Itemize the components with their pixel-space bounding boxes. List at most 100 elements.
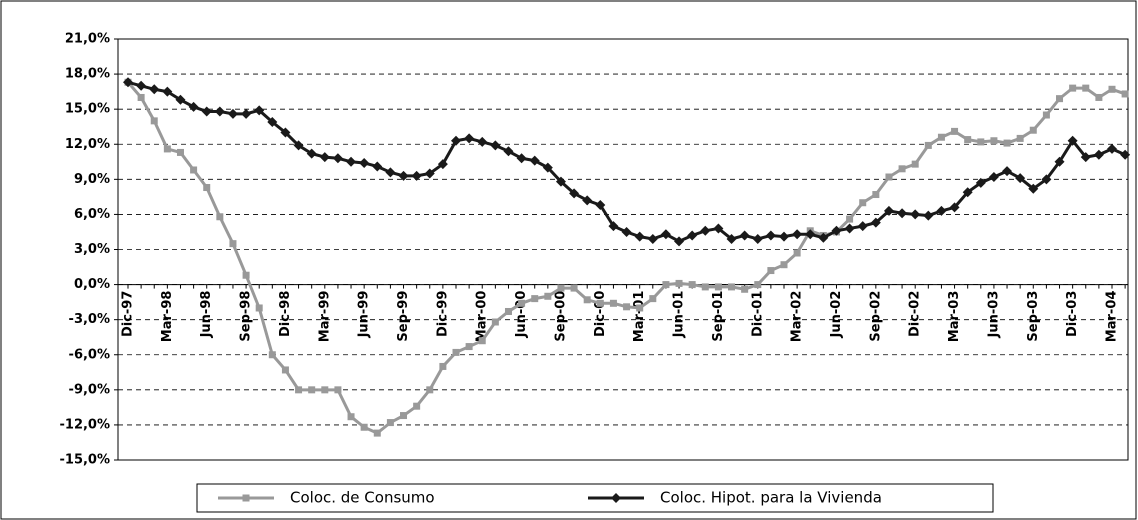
marker [792, 229, 803, 240]
marker [465, 343, 473, 351]
marker [857, 221, 868, 232]
marker [924, 141, 932, 149]
marker [859, 199, 867, 207]
x-tick-label: Jun-98 [199, 291, 214, 339]
marker [491, 318, 499, 326]
marker [634, 231, 645, 242]
marker [739, 230, 750, 241]
marker [988, 171, 999, 182]
x-tick-label: Dic-03 [1065, 291, 1080, 337]
x-tick-label: Mar-00 [475, 291, 490, 343]
marker [846, 215, 854, 223]
x-tick-label: Mar-02 [790, 291, 805, 343]
x-tick-label: Sep-99 [396, 291, 411, 342]
marker [582, 195, 593, 206]
marker [542, 162, 553, 173]
marker [951, 127, 959, 135]
marker [203, 184, 211, 192]
marker [241, 108, 252, 119]
marker [1108, 85, 1116, 93]
y-tick-label: 0,0% [74, 277, 110, 292]
marker [137, 93, 145, 101]
y-tick-label: 3,0% [74, 242, 110, 257]
marker [1041, 174, 1052, 185]
marker [319, 152, 330, 163]
marker [386, 419, 394, 427]
marker [923, 210, 934, 221]
marker [675, 279, 683, 287]
marker [687, 230, 698, 241]
y-tick-label: 12,0% [65, 137, 110, 152]
x-tick-label: Jun-99 [357, 291, 372, 339]
marker [1120, 149, 1131, 160]
marker [306, 148, 317, 159]
marker [767, 267, 775, 275]
marker [175, 94, 186, 105]
marker [623, 303, 631, 311]
marker [332, 153, 343, 164]
marker [400, 412, 408, 420]
x-tick-label: Mar-04 [1105, 291, 1120, 343]
marker [595, 200, 606, 211]
marker [872, 191, 880, 199]
marker [885, 173, 893, 181]
marker [911, 160, 919, 168]
marker [752, 233, 763, 244]
marker [611, 493, 621, 503]
y-tick-label: -15,0% [60, 453, 111, 468]
x-tick-label: Dic-02 [908, 291, 923, 337]
marker [818, 232, 829, 243]
marker [242, 271, 250, 279]
marker [728, 283, 736, 291]
marker [360, 423, 368, 431]
marker [268, 351, 276, 359]
marker [596, 299, 604, 307]
y-tick-label: -12,0% [60, 417, 111, 432]
marker [660, 229, 671, 240]
marker [964, 136, 972, 144]
marker [411, 170, 422, 181]
marker [281, 366, 289, 374]
marker [1028, 183, 1039, 194]
marker [1056, 95, 1064, 103]
marker [1042, 111, 1050, 119]
marker [962, 187, 973, 198]
marker [255, 304, 263, 312]
marker [254, 105, 265, 116]
marker [544, 292, 552, 300]
marker [570, 284, 578, 292]
marker [621, 226, 632, 237]
marker [162, 86, 173, 97]
marker [937, 133, 945, 141]
x-tick-label: Jun-02 [829, 291, 844, 339]
marker [385, 167, 396, 178]
marker [176, 148, 184, 156]
x-tick-label: Jun-00 [514, 291, 529, 339]
marker [649, 295, 657, 303]
marker [555, 176, 566, 187]
marker [529, 155, 540, 166]
marker [308, 386, 316, 394]
marker [793, 249, 801, 257]
marker [713, 223, 724, 234]
marker [516, 153, 527, 164]
marker [188, 101, 199, 112]
marker [898, 165, 906, 173]
marker [149, 84, 160, 95]
marker [805, 229, 816, 240]
marker [844, 223, 855, 234]
marker [1095, 93, 1103, 101]
marker [870, 217, 881, 228]
marker [583, 296, 591, 304]
marker [1015, 173, 1026, 184]
marker [609, 299, 617, 307]
marker [714, 283, 722, 291]
marker [779, 231, 789, 242]
marker [216, 213, 224, 221]
marker [334, 386, 342, 394]
marker [688, 281, 696, 289]
marker [242, 494, 250, 502]
